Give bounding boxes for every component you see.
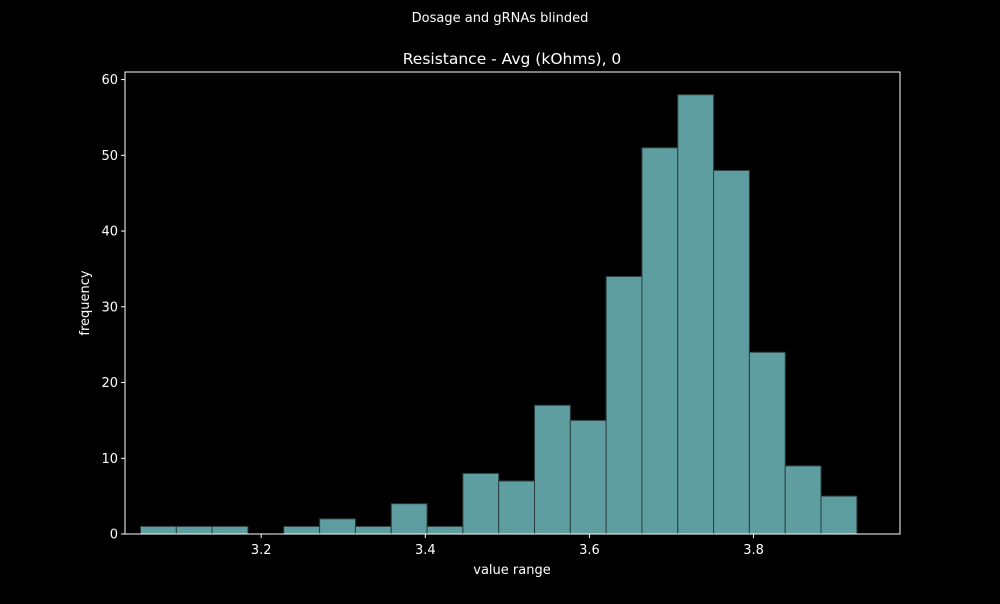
y-tick-label: 40 <box>101 225 118 240</box>
histogram-bar <box>426 525 464 535</box>
x-tick-label: 3.6 <box>579 543 600 558</box>
histogram-bar <box>713 169 750 535</box>
chart-title: Resistance - Avg (kOhms), 0 <box>403 50 622 68</box>
x-tick-label: 3.2 <box>251 543 272 558</box>
y-tick-label: 50 <box>101 149 118 164</box>
histogram-bar <box>175 525 213 535</box>
figure-suptitle: Dosage and gRNAs blinded <box>412 11 589 26</box>
y-tick-label: 60 <box>101 73 118 88</box>
histogram-bar <box>534 404 571 535</box>
histogram-bar <box>569 419 607 535</box>
histogram-bar <box>140 525 177 535</box>
histogram-bar <box>354 525 392 535</box>
bars-layer <box>140 94 858 535</box>
plot-area-frame <box>124 71 901 535</box>
histogram-bar <box>677 94 715 535</box>
histogram-bar <box>641 147 679 535</box>
y-tick-label: 30 <box>101 300 118 315</box>
histogram-bar <box>748 351 786 535</box>
histogram-bar <box>605 275 643 535</box>
histogram-bar <box>319 518 356 535</box>
x-axis-ticks: 3.2 3.4 3.6 3.8 <box>251 534 764 558</box>
histogram-bar <box>462 472 500 535</box>
histogram-bar <box>390 503 428 535</box>
y-axis-label: frequency <box>78 270 93 336</box>
y-tick-label: 20 <box>101 376 118 391</box>
histogram-bar <box>498 480 535 535</box>
x-tick-label: 3.4 <box>415 543 436 558</box>
histogram-bar <box>820 495 858 535</box>
histogram-bar <box>784 465 822 535</box>
histogram-bar <box>211 525 249 535</box>
y-tick-label: 0 <box>110 528 118 543</box>
y-axis-ticks: 0 10 20 30 40 50 60 <box>101 73 125 543</box>
histogram-bar <box>283 525 321 535</box>
x-tick-label: 3.8 <box>743 543 764 558</box>
x-axis-label: value range <box>473 563 550 578</box>
y-tick-label: 10 <box>101 452 118 467</box>
